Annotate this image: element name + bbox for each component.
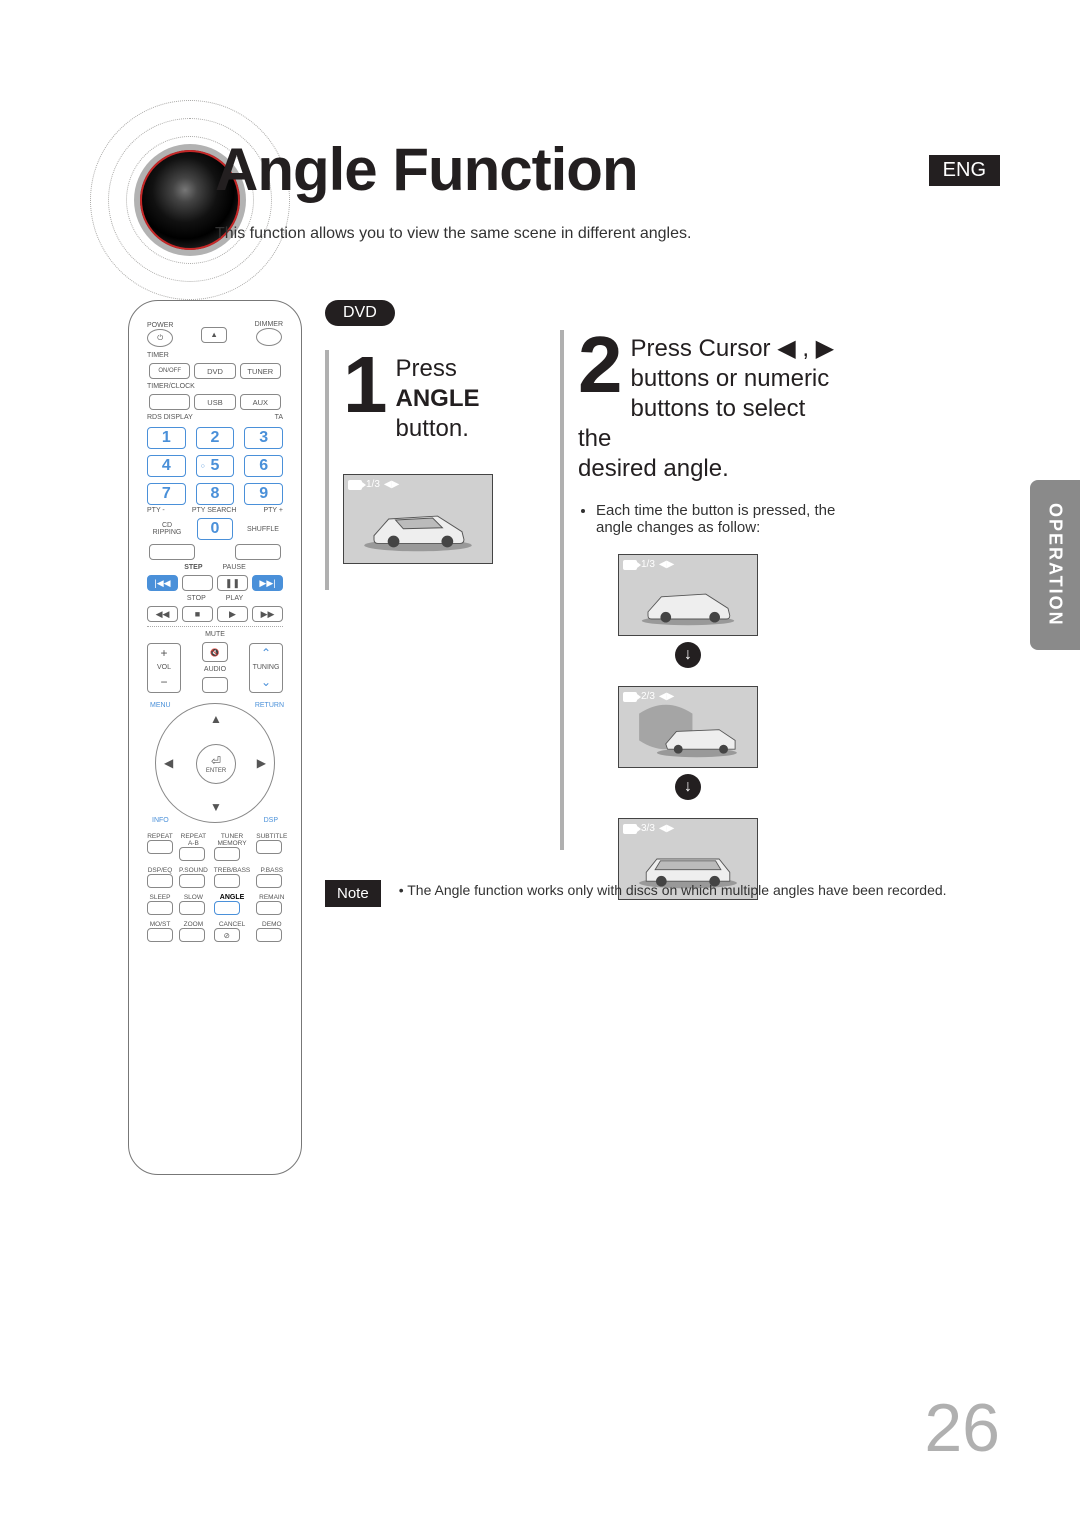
step-button[interactable] — [182, 575, 213, 591]
num-8-button[interactable]: 8 — [196, 483, 235, 505]
num-2-button[interactable]: 2 — [196, 427, 235, 449]
down-arrow-icon: ↓ — [675, 642, 701, 668]
usb-button[interactable]: USB — [194, 394, 235, 410]
remote-label-dimmer: DIMMER — [255, 321, 283, 328]
nav-disc: MENU RETURN INFO DSP ▲ ▼ ◀ ▶ ⏎ ENTER — [155, 703, 275, 823]
vol-buttons[interactable]: +VOL− — [147, 643, 181, 693]
pause-button[interactable]: ❚❚ — [217, 575, 248, 591]
num-4-button[interactable]: 4 — [147, 455, 186, 477]
step-1-bold: ANGLE — [396, 385, 480, 412]
most-button[interactable] — [147, 928, 173, 942]
step-2-frame-1: 1/3◀▶ — [618, 554, 758, 636]
page-title: Angle Function — [215, 135, 638, 204]
repeat-ab-button[interactable] — [179, 847, 205, 861]
num-9-button[interactable]: 9 — [244, 483, 283, 505]
repeat-button[interactable] — [147, 840, 173, 854]
stop-button[interactable]: ■ — [182, 606, 213, 622]
step-2-bullet: Each time the button is pressed, the ang… — [596, 502, 840, 536]
cursor-right-button[interactable]: ▶ — [257, 756, 266, 770]
enter-button[interactable]: ⏎ ENTER — [196, 744, 236, 784]
down-arrow-icon: ↓ — [675, 774, 701, 800]
remote-label-timerclock: TIMER/CLOCK — [147, 383, 283, 390]
remote-label-timer: TIMER — [147, 352, 283, 359]
audio-button[interactable] — [202, 677, 228, 693]
dvd-badge: DVD — [325, 300, 395, 326]
car-illustration — [344, 475, 492, 563]
psound-button[interactable] — [179, 874, 205, 888]
step-1-line2: button. — [396, 415, 469, 442]
remote-label-rds: RDS DISPLAY — [147, 414, 193, 421]
step-1-number: 1 — [343, 350, 388, 420]
ff-button[interactable]: ▶▶ — [252, 606, 283, 622]
aux-button[interactable]: AUX — [240, 394, 281, 410]
page-subtitle: This function allows you to view the sam… — [215, 225, 691, 243]
timerclock-button[interactable] — [149, 394, 190, 410]
demo-button[interactable] — [256, 928, 282, 942]
step-2-line2: buttons or numeric — [631, 365, 830, 392]
sleep-button[interactable] — [147, 901, 173, 915]
num-6-button[interactable]: 6 — [244, 455, 283, 477]
cursor-down-button[interactable]: ▼ — [210, 800, 222, 814]
step-2-line4: desired angle. — [578, 455, 729, 482]
step-2-number: 2 — [578, 330, 623, 400]
remain-button[interactable] — [256, 901, 282, 915]
step-1-frame: 1/3 ◀▶ — [343, 474, 493, 564]
zoom-button[interactable] — [179, 928, 205, 942]
cursor-up-button[interactable]: ▲ — [210, 712, 222, 726]
remote-numpad: 1 2 3 4 ○5 6 7 8 9 — [147, 427, 283, 505]
step-2-frame-2: 2/3◀▶ — [618, 686, 758, 768]
num-1-button[interactable]: 1 — [147, 427, 186, 449]
shuffle-button[interactable] — [235, 544, 281, 560]
slow-button[interactable] — [179, 901, 205, 915]
dimmer-button[interactable] — [256, 328, 282, 346]
num-7-button[interactable]: 7 — [147, 483, 186, 505]
step-1: 1 Press ANGLE button. 1/3 ◀▶ — [325, 350, 545, 590]
remote-control: POWER ⏻ ▲ DIMMER TIMER ON/OFF DVD TUNER … — [128, 300, 302, 1175]
rew-button[interactable]: ◀◀ — [147, 606, 178, 622]
remote-label-shuffle: SHUFFLE — [243, 526, 283, 533]
tuning-buttons[interactable]: ⌃TUNING⌄ — [249, 643, 283, 693]
page-number: 26 — [924, 1389, 1000, 1467]
step-2-line1: Press Cursor ◀ , ▶ — [631, 335, 835, 362]
angle-button[interactable] — [214, 901, 240, 915]
num-5-button[interactable]: ○5 — [196, 455, 235, 477]
remote-bottom-grid: REPEAT REPEAT A-B TUNER MEMORY SUBTITLE … — [147, 833, 283, 944]
trebbass-button[interactable] — [214, 874, 240, 888]
side-operation-tab: OPERATION — [1030, 480, 1080, 650]
tuner-button[interactable]: TUNER — [240, 363, 281, 379]
step-2-bullet-list: Each time the button is pressed, the ang… — [578, 502, 840, 536]
subtitle-button[interactable] — [256, 840, 282, 854]
dvd-button[interactable]: DVD — [194, 363, 235, 379]
pbass-button[interactable] — [256, 874, 282, 888]
remote-label-cdripping: CD RIPPING — [147, 522, 187, 536]
cancel-button[interactable]: ⊘ — [214, 928, 240, 942]
tuner-memory-button[interactable] — [214, 847, 240, 861]
prev-button[interactable]: |◀◀ — [147, 575, 178, 591]
timer-onoff-button[interactable]: ON/OFF — [149, 363, 190, 379]
mute-button[interactable]: 🔇 — [202, 642, 228, 662]
language-badge: ENG — [929, 155, 1000, 186]
step-1-pre: Press — [396, 355, 457, 382]
dspeq-button[interactable] — [147, 874, 173, 888]
note-row: Note The Angle function works only with … — [325, 880, 1000, 907]
next-button[interactable]: ▶▶| — [252, 575, 283, 591]
eject-button[interactable]: ▲ — [201, 327, 227, 343]
num-0-button[interactable]: 0 — [197, 518, 233, 540]
cursor-left-button[interactable]: ◀ — [164, 756, 173, 770]
remote-label-ta: TA — [275, 414, 283, 421]
power-button[interactable]: ⏻ — [147, 329, 173, 347]
num-3-button[interactable]: 3 — [244, 427, 283, 449]
note-text: The Angle function works only with discs… — [399, 880, 947, 900]
note-tag: Note — [325, 880, 381, 907]
remote-label-power: POWER — [147, 322, 173, 329]
play-button[interactable]: ▶ — [217, 606, 248, 622]
cdripping-button[interactable] — [149, 544, 195, 560]
step-2: 2 Press Cursor ◀ , ▶ buttons or numeric … — [560, 330, 840, 850]
